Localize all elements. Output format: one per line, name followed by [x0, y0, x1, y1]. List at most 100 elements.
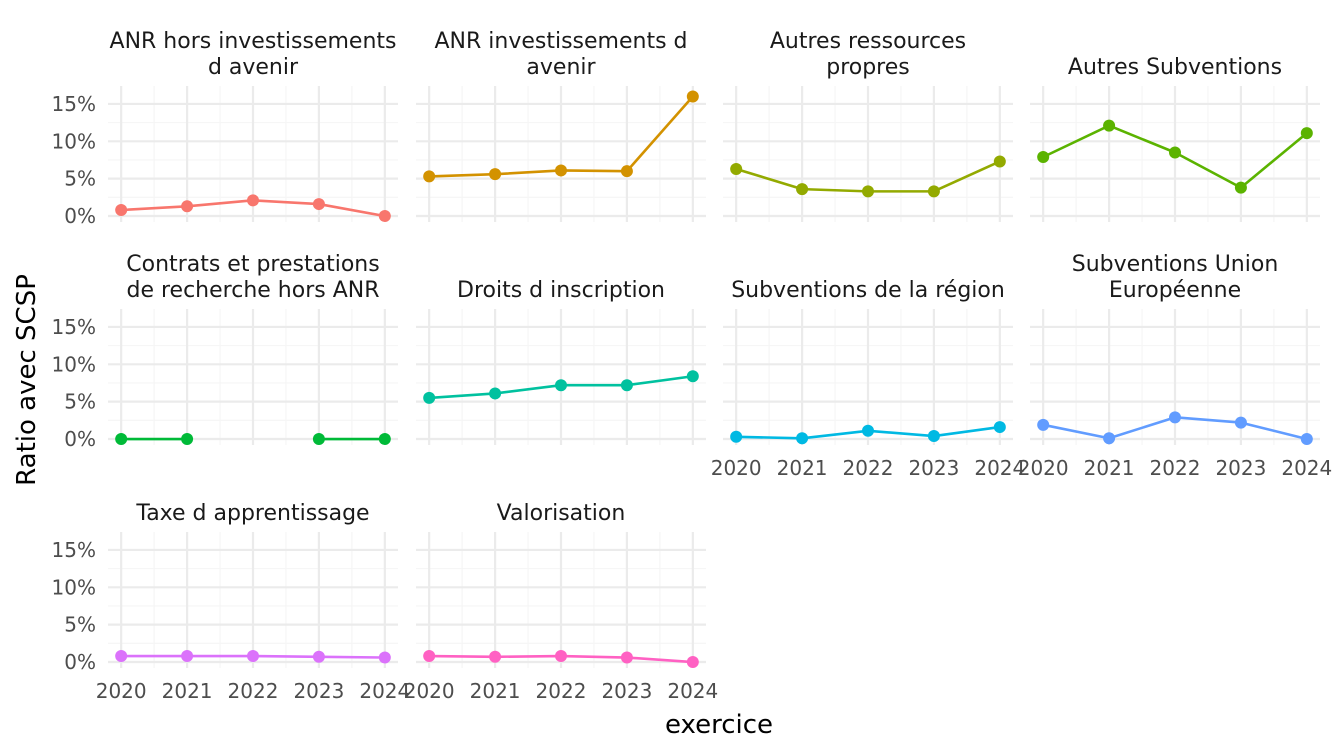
data-point [423, 391, 436, 404]
data-point [1300, 433, 1313, 446]
data-point [423, 170, 436, 183]
x-tick-label: 2021 [470, 679, 521, 703]
facet-title: Droits d inscription [457, 278, 665, 303]
facet-title: ANR investissements d [434, 29, 687, 54]
x-tick-label: 2021 [162, 679, 213, 703]
facet-panel: Subventions de la région 2020 2021 2022 2023… [711, 278, 1026, 480]
data-point [1234, 416, 1247, 429]
y-axis-title: Ratio avec SCSP [12, 274, 42, 486]
data-point [181, 200, 194, 213]
facet-panel: Autres Subventions [1030, 55, 1320, 222]
facet-title: Subventions Union [1072, 252, 1279, 277]
data-point [247, 650, 259, 663]
y-tick-label: 15% [52, 92, 96, 116]
facet-title: ANR hors investissements [110, 29, 397, 54]
data-point [686, 370, 699, 383]
data-point [730, 162, 743, 175]
data-point [686, 90, 699, 103]
facet-panel: Valorisation 2020 2021 2022 2023 2024 [404, 501, 719, 703]
data-point [730, 430, 743, 443]
data-point [423, 650, 436, 663]
data-point [378, 210, 391, 223]
x-tick-label: 2022 [1150, 456, 1201, 480]
y-tick-label: 0% [64, 427, 96, 451]
x-tick-label: 2023 [908, 456, 959, 480]
y-tick-label: 5% [64, 390, 96, 414]
x-axis-title: exercice [665, 710, 773, 740]
x-tick-label: 2022 [228, 679, 279, 703]
y-tick-label: 10% [52, 352, 96, 376]
data-point [312, 650, 325, 663]
y-tick-label: 15% [52, 538, 96, 562]
data-point [686, 656, 699, 669]
data-point [489, 387, 502, 400]
facet-title: d avenir [208, 55, 299, 80]
data-point [1169, 146, 1181, 159]
data-point [312, 198, 325, 211]
data-point [312, 433, 325, 446]
facet-title: Valorisation [497, 501, 626, 526]
data-point [1037, 150, 1050, 163]
data-point [1169, 411, 1181, 424]
x-tick-label: 2020 [1018, 456, 1069, 480]
facet-title: avenir [526, 55, 596, 80]
facet-title: Taxe d apprentissage [135, 501, 369, 526]
facet-title: Autres ressources [770, 29, 966, 54]
data-point [620, 651, 633, 664]
data-point [993, 421, 1006, 434]
data-point [927, 430, 940, 443]
data-point [796, 183, 809, 196]
data-point [115, 650, 128, 663]
data-point [378, 651, 391, 664]
y-tick-label: 10% [52, 575, 96, 599]
data-point [1234, 181, 1247, 194]
data-point [181, 650, 194, 663]
x-tick-label: 2022 [843, 456, 894, 480]
data-point [620, 165, 633, 178]
data-point [796, 432, 809, 445]
data-point [181, 433, 194, 446]
y-tick-label: 5% [64, 167, 96, 191]
data-point [247, 194, 259, 207]
x-tick-label: 2021 [1084, 456, 1135, 480]
x-tick-label: 2024 [667, 679, 718, 703]
x-tick-label: 2023 [1215, 456, 1266, 480]
x-tick-label: 2024 [1281, 456, 1332, 480]
x-tick-label: 2023 [293, 679, 344, 703]
data-point [1037, 418, 1050, 431]
x-tick-label: 2022 [536, 679, 587, 703]
data-point [1300, 127, 1313, 140]
y-tick-label: 0% [64, 650, 96, 674]
x-tick-label: 2023 [601, 679, 652, 703]
data-point [489, 168, 502, 181]
data-point [620, 379, 633, 392]
data-point [862, 424, 874, 437]
data-point [555, 650, 567, 663]
data-point [555, 164, 567, 177]
y-tick-label: 0% [64, 204, 96, 228]
data-point [378, 433, 391, 446]
facet-title: Européenne [1109, 278, 1241, 303]
data-point [555, 379, 567, 392]
data-point [1103, 432, 1116, 445]
data-point [115, 204, 128, 217]
facet-title: de recherche hors ANR [127, 278, 380, 303]
facet-panel: Taxe d apprentissage 0% 5% 10% 15% 2020 2021 20… [52, 501, 411, 703]
facet-title: Contrats et prestations [126, 252, 379, 277]
x-tick-label: 2024 [359, 679, 410, 703]
data-point [862, 185, 874, 198]
facet-title: Subventions de la région [731, 278, 1005, 303]
x-tick-label: 2020 [96, 679, 147, 703]
facet-title: Autres Subventions [1068, 55, 1282, 80]
facet-panel: Droits d inscription [416, 278, 706, 445]
data-point [927, 185, 940, 198]
x-tick-label: 2020 [711, 456, 762, 480]
x-tick-label: 2024 [974, 456, 1025, 480]
